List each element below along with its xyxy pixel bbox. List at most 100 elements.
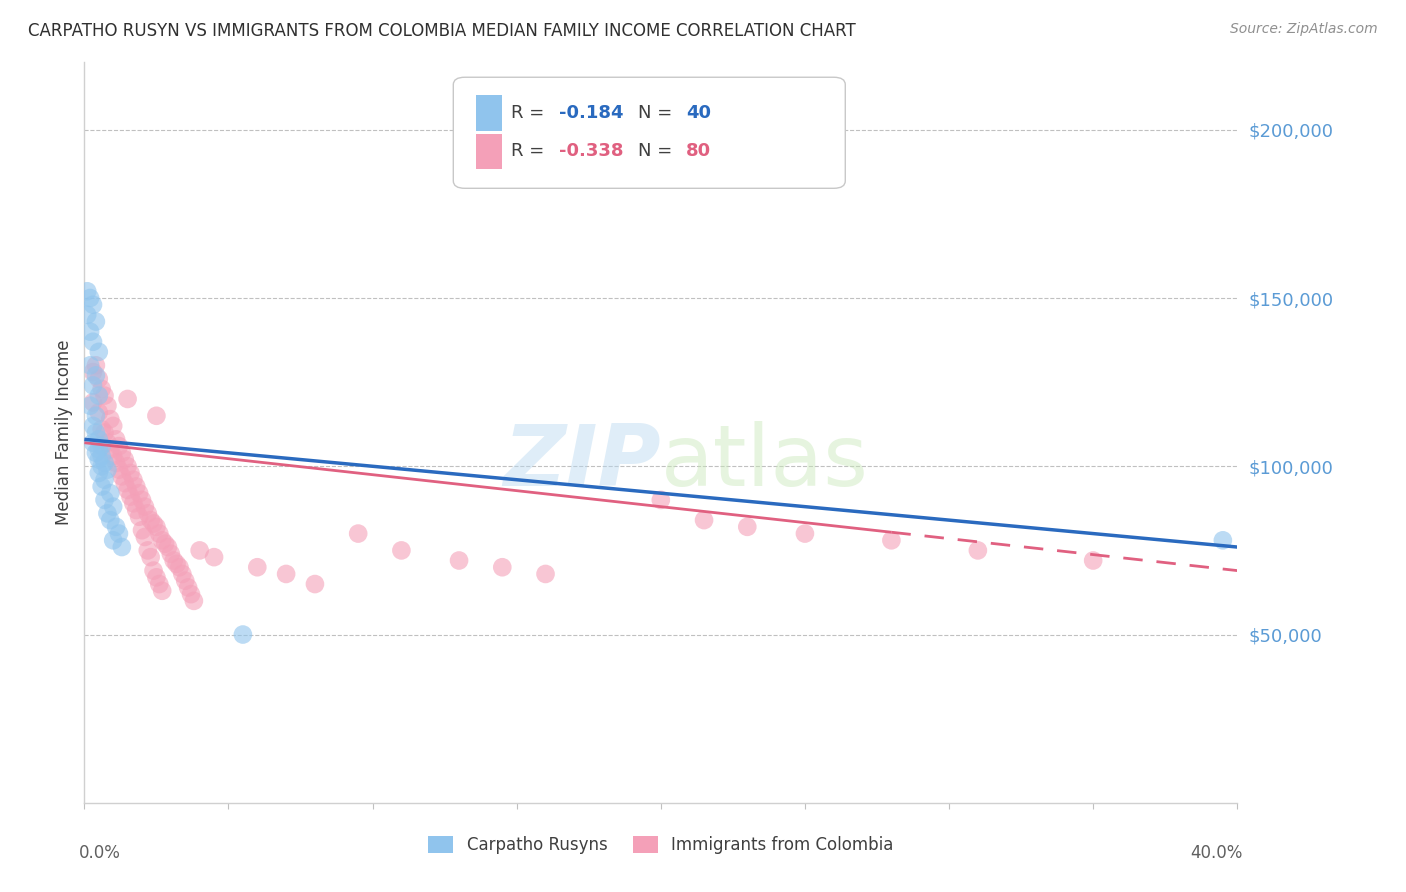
Point	[880, 533, 903, 548]
Point	[232, 627, 254, 641]
Point	[737, 520, 759, 534]
Point	[125, 503, 148, 517]
Point	[90, 459, 112, 474]
Point	[148, 577, 170, 591]
Point	[103, 533, 124, 548]
Point	[84, 409, 107, 423]
Point	[90, 449, 112, 463]
Point	[139, 513, 162, 527]
Point	[96, 507, 118, 521]
Point	[87, 442, 110, 457]
Point	[114, 452, 136, 467]
Point	[82, 298, 104, 312]
Point	[534, 566, 557, 581]
Point	[93, 388, 115, 402]
Point	[79, 291, 101, 305]
Point	[180, 587, 202, 601]
Point	[82, 334, 104, 349]
Point	[103, 418, 124, 433]
Point	[166, 557, 188, 571]
Text: 0.0%: 0.0%	[79, 844, 121, 862]
Point	[156, 540, 179, 554]
Point	[84, 359, 107, 373]
Point	[150, 533, 173, 548]
Point	[142, 564, 165, 578]
Point	[131, 492, 153, 507]
Point	[82, 378, 104, 392]
Point	[87, 344, 110, 359]
Point	[84, 314, 107, 328]
Point	[122, 473, 145, 487]
Point	[163, 553, 186, 567]
Text: R =: R =	[510, 143, 550, 161]
Point	[449, 553, 471, 567]
Point	[87, 372, 110, 386]
Point	[87, 388, 110, 402]
Text: atlas: atlas	[661, 421, 869, 504]
Point	[90, 382, 112, 396]
Point	[145, 570, 167, 584]
Point	[76, 285, 98, 299]
Point	[111, 469, 134, 483]
Point	[183, 594, 205, 608]
Point	[153, 536, 176, 550]
Point	[84, 425, 107, 440]
Point	[150, 583, 173, 598]
Point	[98, 442, 121, 457]
Point	[105, 456, 128, 470]
Point	[111, 540, 134, 554]
Point	[276, 566, 298, 581]
Point	[108, 526, 131, 541]
FancyBboxPatch shape	[477, 95, 502, 130]
Point	[145, 520, 167, 534]
Text: CARPATHO RUSYN VS IMMIGRANTS FROM COLOMBIA MEDIAN FAMILY INCOME CORRELATION CHAR: CARPATHO RUSYN VS IMMIGRANTS FROM COLOMB…	[28, 22, 856, 40]
Point	[117, 483, 139, 497]
Point	[105, 433, 128, 447]
Point	[139, 550, 162, 565]
Text: ZIP: ZIP	[503, 421, 661, 504]
Point	[148, 526, 170, 541]
Point	[87, 433, 110, 447]
Point	[117, 459, 139, 474]
Point	[391, 543, 413, 558]
Point	[93, 425, 115, 440]
Point	[122, 496, 145, 510]
Point	[93, 456, 115, 470]
Point	[693, 513, 716, 527]
Text: 40.0%: 40.0%	[1191, 844, 1243, 862]
Point	[347, 526, 370, 541]
Y-axis label: Median Family Income: Median Family Income	[55, 340, 73, 525]
Point	[98, 412, 121, 426]
Point	[160, 547, 183, 561]
Point	[172, 566, 194, 581]
Point	[79, 359, 101, 373]
Point	[120, 466, 142, 480]
Point	[87, 452, 110, 467]
Point	[96, 435, 118, 450]
Point	[82, 435, 104, 450]
Point	[1083, 553, 1105, 567]
Text: 80: 80	[686, 143, 711, 161]
Point	[93, 492, 115, 507]
Point	[967, 543, 990, 558]
Text: -0.338: -0.338	[560, 143, 624, 161]
Point	[98, 513, 121, 527]
Point	[79, 325, 101, 339]
Point	[491, 560, 513, 574]
Point	[76, 308, 98, 322]
Point	[82, 418, 104, 433]
Text: 40: 40	[686, 103, 711, 122]
Point	[84, 446, 107, 460]
Point	[128, 509, 150, 524]
Point	[87, 466, 110, 480]
Point	[96, 399, 118, 413]
Point	[103, 449, 124, 463]
Point	[142, 516, 165, 531]
Text: N =: N =	[638, 143, 678, 161]
Point	[134, 500, 156, 514]
Point	[98, 486, 121, 500]
Point	[794, 526, 817, 541]
Point	[169, 560, 191, 574]
Text: Source: ZipAtlas.com: Source: ZipAtlas.com	[1230, 22, 1378, 37]
Point	[188, 543, 211, 558]
